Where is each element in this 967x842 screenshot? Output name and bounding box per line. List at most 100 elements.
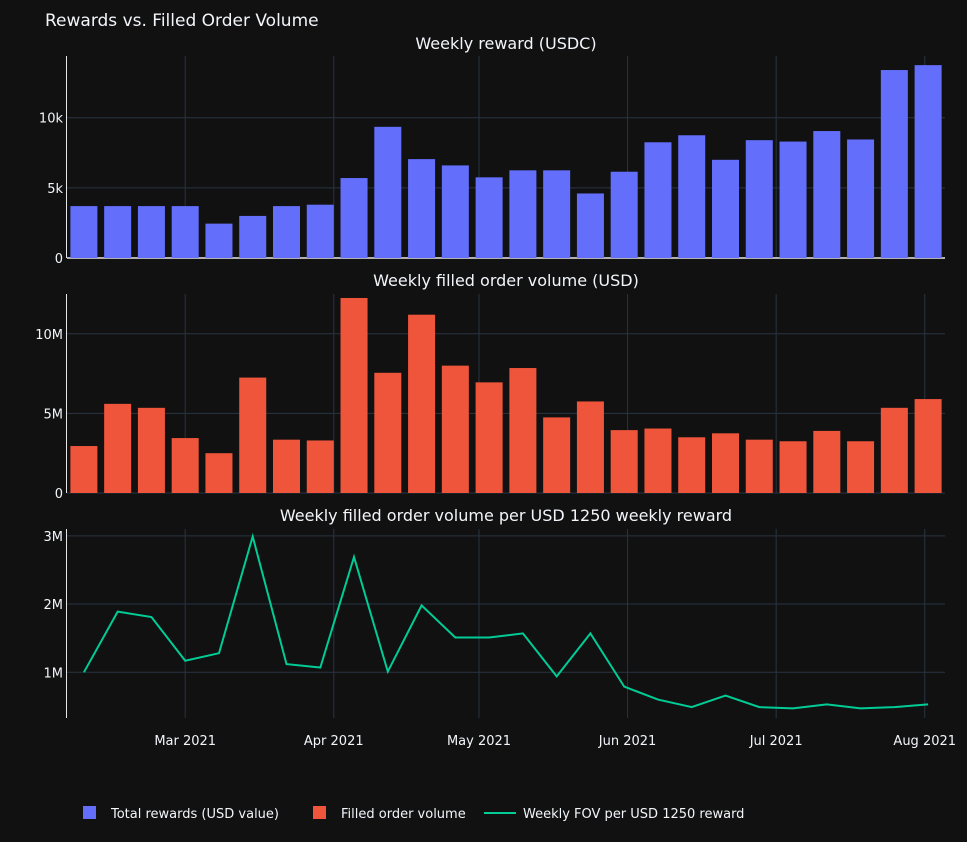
bar[interactable] bbox=[914, 65, 942, 258]
fov-point[interactable] bbox=[824, 701, 830, 707]
bar[interactable] bbox=[104, 206, 132, 258]
bar[interactable] bbox=[509, 368, 537, 493]
bar[interactable] bbox=[70, 206, 98, 258]
legend-item-volume[interactable]: Filled order volume bbox=[313, 806, 466, 822]
bar[interactable] bbox=[576, 401, 604, 493]
fov-point[interactable] bbox=[655, 697, 661, 703]
fov-point[interactable] bbox=[351, 554, 357, 560]
bar[interactable] bbox=[441, 165, 469, 258]
fov-panel-title: Weekly filled order volume per USD 1250 … bbox=[280, 506, 732, 525]
bar[interactable] bbox=[678, 437, 706, 493]
fov-point[interactable] bbox=[486, 634, 492, 640]
bar[interactable] bbox=[475, 177, 503, 258]
bar[interactable] bbox=[813, 430, 841, 493]
bar[interactable] bbox=[205, 223, 233, 258]
bar[interactable] bbox=[509, 170, 537, 258]
y-tick-label: 10k bbox=[39, 112, 64, 127]
y-tick-label: 10M bbox=[35, 328, 63, 343]
bar[interactable] bbox=[205, 453, 233, 493]
bar[interactable] bbox=[70, 446, 98, 493]
volume-panel: Weekly filled order volume (USD) 0 5M 10M bbox=[35, 271, 945, 502]
legend[interactable]: Total rewards (USD value) Filled order v… bbox=[83, 806, 744, 822]
bar[interactable] bbox=[272, 206, 301, 258]
bar[interactable] bbox=[104, 403, 132, 493]
bar[interactable] bbox=[171, 438, 199, 493]
bar[interactable] bbox=[847, 441, 875, 493]
bar[interactable] bbox=[745, 140, 773, 258]
y-tick-label: 2M bbox=[44, 598, 64, 613]
bar[interactable] bbox=[306, 204, 334, 258]
fov-point[interactable] bbox=[858, 705, 864, 711]
bar[interactable] bbox=[610, 171, 638, 258]
bar[interactable] bbox=[408, 159, 436, 258]
bar[interactable] bbox=[137, 206, 165, 258]
bar[interactable] bbox=[779, 141, 807, 258]
fov-series-line[interactable] bbox=[83, 532, 929, 710]
x-tick-label: Jul 2021 bbox=[749, 734, 803, 749]
fov-point[interactable] bbox=[452, 634, 458, 640]
bar[interactable] bbox=[644, 142, 672, 258]
fov-point[interactable] bbox=[182, 658, 188, 664]
bar[interactable] bbox=[340, 297, 368, 493]
fov-point[interactable] bbox=[419, 602, 425, 608]
bar[interactable] bbox=[678, 135, 706, 258]
fov-point[interactable] bbox=[81, 669, 87, 675]
bar[interactable] bbox=[408, 314, 436, 493]
bar[interactable] bbox=[374, 372, 402, 493]
bar[interactable] bbox=[239, 215, 267, 258]
fov-point[interactable] bbox=[723, 692, 729, 698]
bar[interactable] bbox=[576, 193, 604, 258]
fov-point[interactable] bbox=[284, 661, 290, 667]
y-tick-label: 5M bbox=[44, 407, 64, 422]
bar[interactable] bbox=[543, 417, 571, 493]
legend-label-fov: Weekly FOV per USD 1250 reward bbox=[523, 807, 744, 822]
bar[interactable] bbox=[847, 139, 875, 258]
fov-point[interactable] bbox=[520, 630, 526, 636]
bar[interactable] bbox=[306, 440, 334, 493]
bar[interactable] bbox=[644, 428, 672, 493]
y-tick-label: 0 bbox=[55, 252, 63, 267]
legend-item-rewards[interactable]: Total rewards (USD value) bbox=[83, 806, 279, 822]
x-tick-label: Jun 2021 bbox=[598, 734, 657, 749]
bar[interactable] bbox=[813, 131, 841, 258]
bar[interactable] bbox=[610, 430, 638, 493]
bar[interactable] bbox=[543, 170, 571, 258]
bar[interactable] bbox=[880, 407, 908, 493]
bar[interactable] bbox=[239, 377, 267, 493]
bar[interactable] bbox=[711, 159, 740, 258]
fov-point[interactable] bbox=[317, 665, 323, 671]
legend-item-fov[interactable]: Weekly FOV per USD 1250 reward bbox=[484, 807, 744, 822]
legend-swatch-rewards bbox=[83, 806, 96, 819]
bar[interactable] bbox=[745, 439, 773, 493]
fov-point[interactable] bbox=[621, 684, 627, 690]
bar[interactable] bbox=[272, 439, 301, 493]
fov-point[interactable] bbox=[115, 609, 121, 615]
fov-point[interactable] bbox=[216, 650, 222, 656]
fov-point[interactable] bbox=[756, 704, 762, 710]
x-tick-label: Mar 2021 bbox=[154, 734, 216, 749]
fov-point[interactable] bbox=[790, 705, 796, 711]
fov-point[interactable] bbox=[925, 701, 931, 707]
bar[interactable] bbox=[340, 178, 368, 258]
bar[interactable] bbox=[441, 365, 469, 493]
fov-point[interactable] bbox=[148, 614, 154, 620]
y-tick-label: 1M bbox=[44, 666, 64, 681]
bar[interactable] bbox=[374, 126, 402, 259]
fov-point[interactable] bbox=[385, 669, 391, 675]
bar[interactable] bbox=[137, 407, 165, 493]
fov-point[interactable] bbox=[689, 704, 695, 710]
fov-point[interactable] bbox=[250, 534, 256, 540]
legend-swatch-volume bbox=[313, 806, 326, 819]
bar[interactable] bbox=[779, 441, 807, 493]
bar[interactable] bbox=[711, 433, 740, 493]
y-tick-label: 0 bbox=[55, 487, 63, 502]
bar[interactable] bbox=[171, 206, 199, 258]
fov-point[interactable] bbox=[587, 630, 593, 636]
bar[interactable] bbox=[475, 382, 503, 493]
bar[interactable] bbox=[880, 70, 908, 259]
bar[interactable] bbox=[914, 399, 942, 493]
fov-point[interactable] bbox=[554, 673, 560, 679]
fov-point[interactable] bbox=[891, 704, 897, 710]
reward-panel-title: Weekly reward (USDC) bbox=[415, 34, 596, 53]
